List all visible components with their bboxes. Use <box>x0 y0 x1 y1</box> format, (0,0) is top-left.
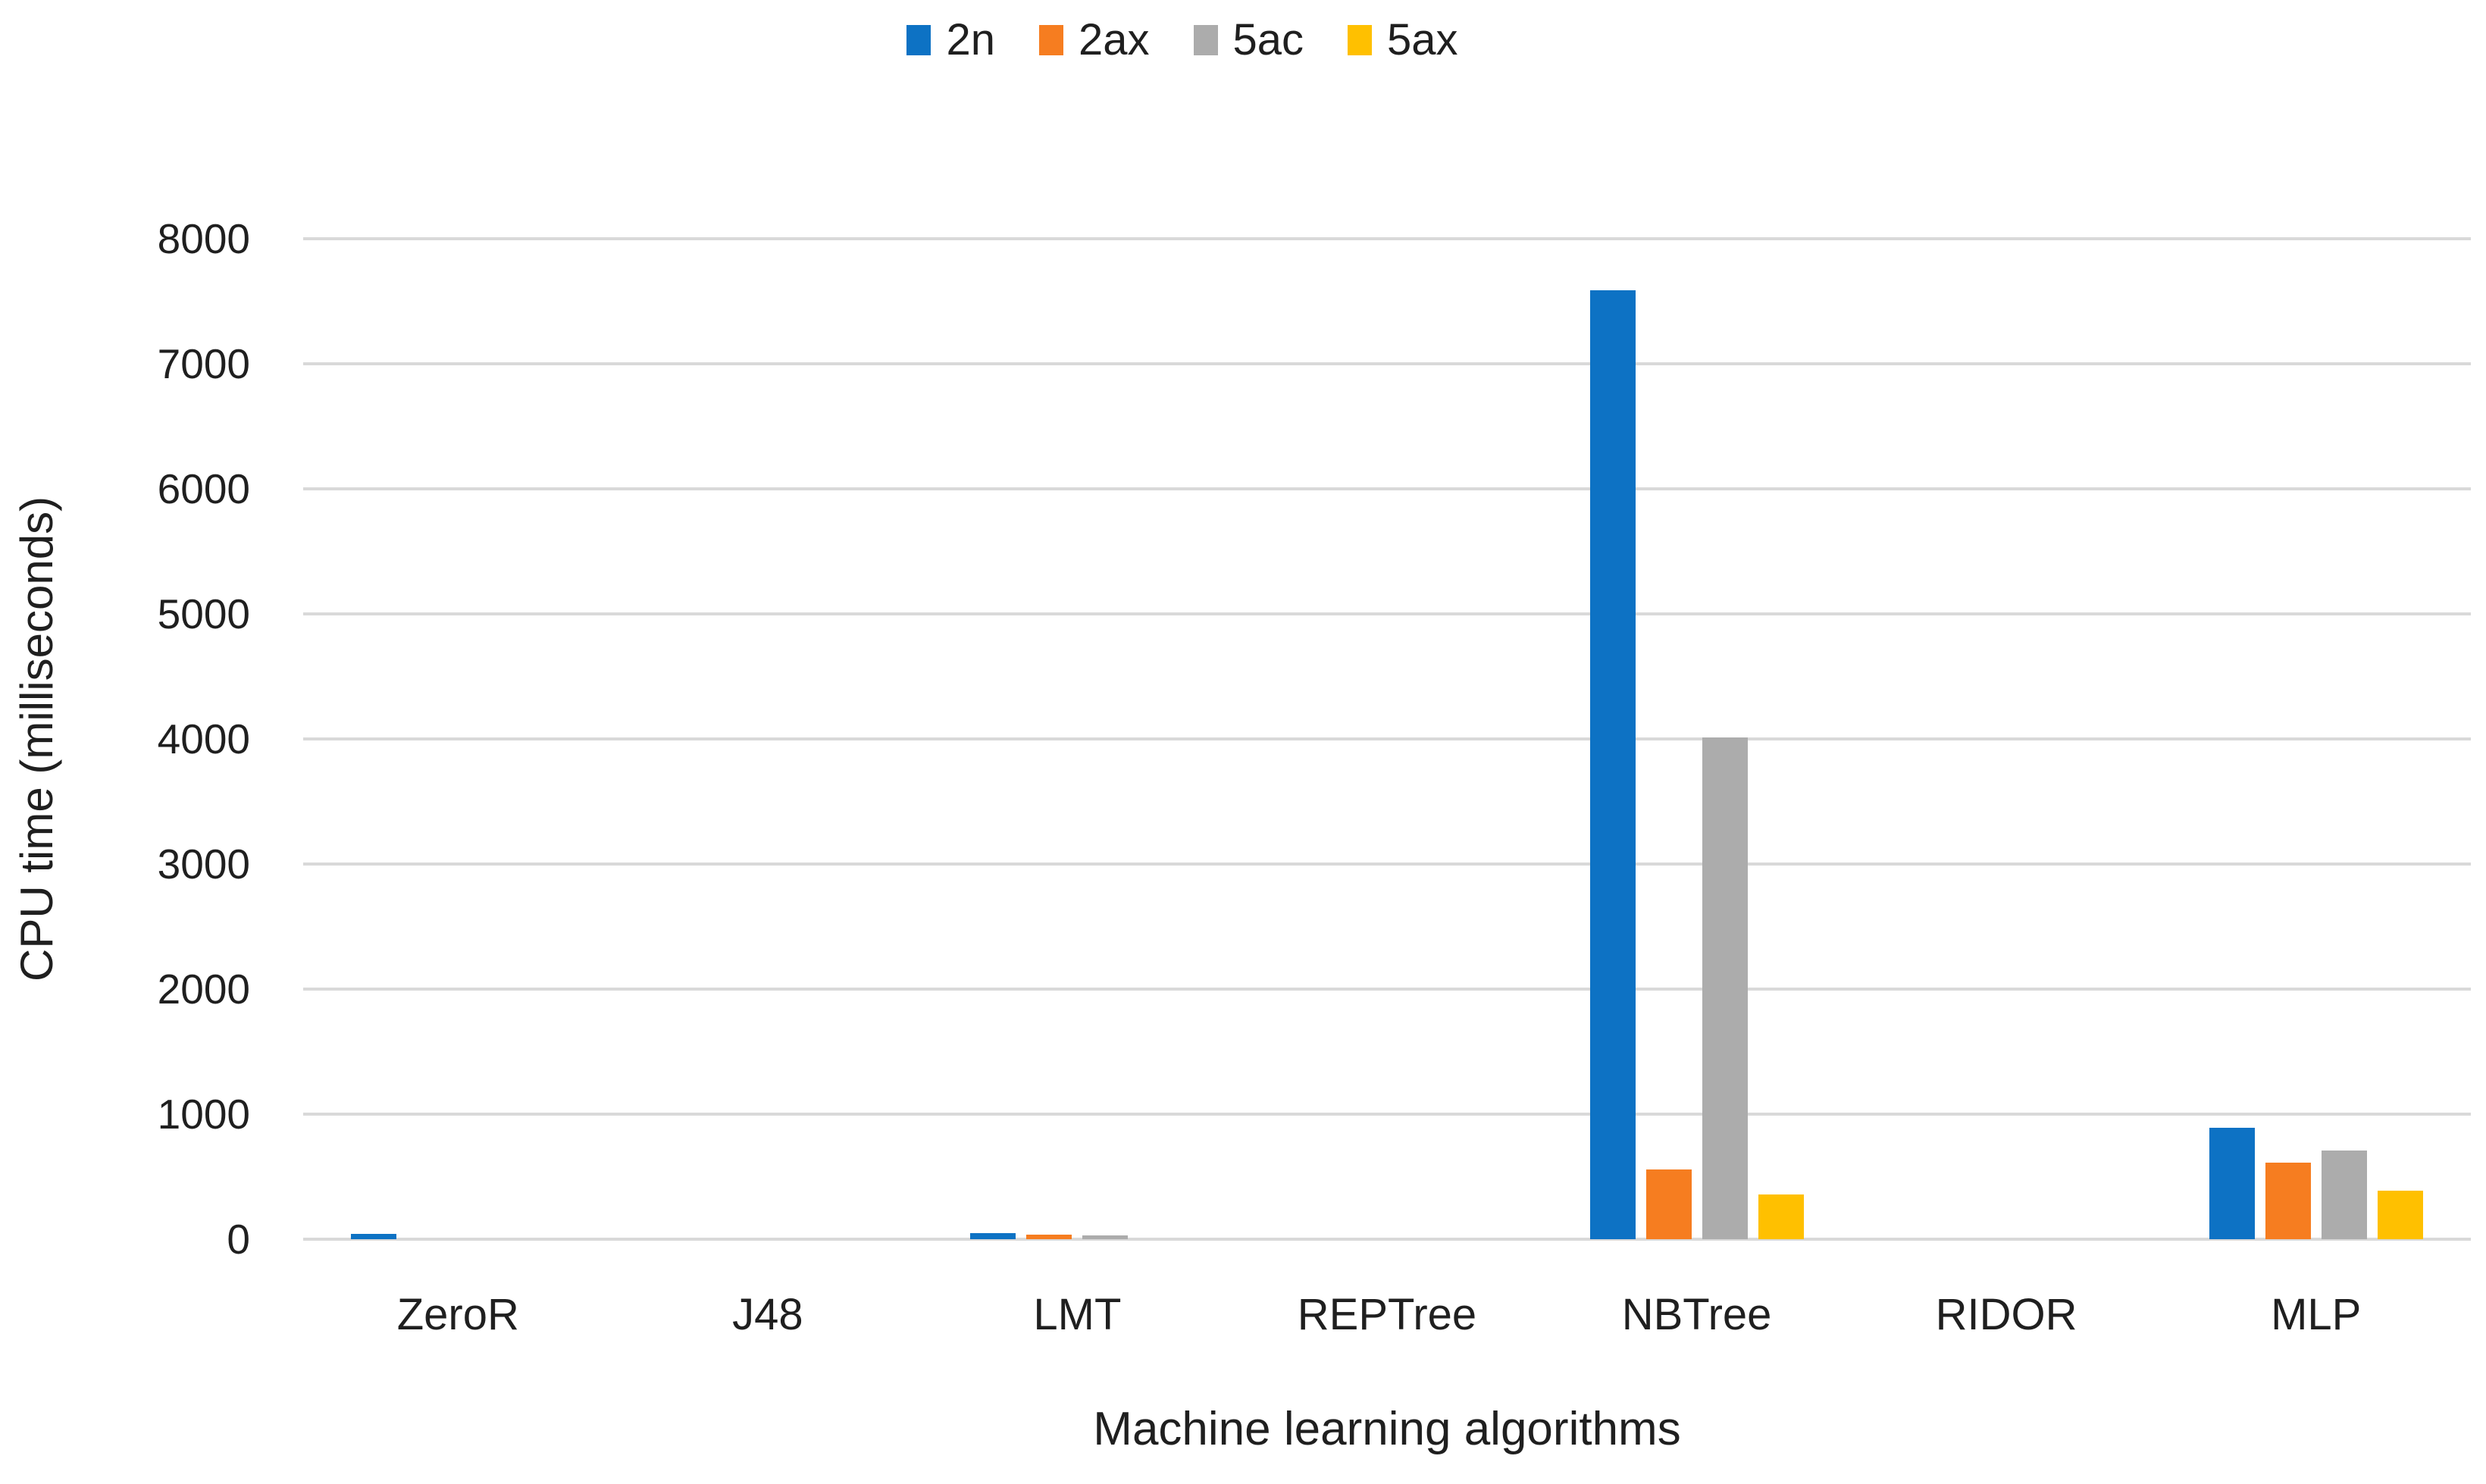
legend-label: 2n <box>946 15 995 64</box>
x-label-zeror: ZeroR <box>396 1290 519 1339</box>
legend-item-2ax: 2ax <box>1038 15 1150 64</box>
x-label-reptree: REPTree <box>1297 1290 1477 1339</box>
bar-5ax-nbtree <box>1758 1194 1804 1239</box>
bar-group-j48 <box>613 239 923 1239</box>
legend: 2n 2ax 5ac 5ax <box>0 18 2365 62</box>
legend-item-5ac: 5ac <box>1193 15 1304 64</box>
y-tick-label-8000: 8000 <box>157 215 250 262</box>
legend-swatch-icon <box>1193 25 1218 55</box>
gridline-3000 <box>303 863 2471 866</box>
bar-2ax-lmt <box>1026 1235 1072 1239</box>
legend-item-2n: 2n <box>906 18 995 62</box>
y-tick-label-5000: 5000 <box>157 590 250 637</box>
legend-swatch-icon <box>1348 25 1373 55</box>
bar-2ax-nbtree <box>1645 1169 1692 1239</box>
bar-2n-zeror <box>351 1234 397 1239</box>
gridline-7000 <box>303 362 2471 365</box>
bar-group-reptree <box>1232 239 1542 1239</box>
legend-swatch-icon <box>1038 25 1063 55</box>
bar-group-zeror <box>303 239 613 1239</box>
x-label-lmt: LMT <box>1033 1290 1122 1339</box>
legend-label: 2ax <box>1078 15 1150 64</box>
y-tick-label-1000: 1000 <box>157 1091 250 1138</box>
x-label-nbtree: NBTree <box>1621 1290 1772 1339</box>
plot-area <box>303 237 2471 1241</box>
gridline-2000 <box>303 988 2471 991</box>
gridline-8000 <box>303 237 2471 240</box>
bar-group-lmt <box>922 239 1232 1239</box>
y-tick-label-7000: 7000 <box>157 340 250 387</box>
legend-label: 5ac <box>1232 15 1304 64</box>
bar-2n-nbtree <box>1589 290 1636 1239</box>
bar-2n-mlp <box>2209 1128 2255 1239</box>
bar-5ac-nbtree <box>1702 737 1748 1239</box>
y-tick-label-0: 0 <box>227 1216 250 1263</box>
bar-5ac-lmt <box>1082 1235 1129 1239</box>
bar-group-ridor <box>1852 239 2162 1239</box>
bar-5ac-mlp <box>2321 1151 2367 1239</box>
x-axis-labels: ZeroR J48 LMT REPTree NBTree RIDOR MLP <box>303 1288 2471 1349</box>
bar-5ax-mlp <box>2377 1191 2423 1239</box>
bar-2ax-mlp <box>2265 1163 2311 1239</box>
y-tick-label-4000: 4000 <box>157 715 250 762</box>
bar-group-nbtree <box>1542 239 1852 1239</box>
y-axis-ticks: 0 1000 2000 3000 4000 5000 6000 7000 8000 <box>0 218 250 1260</box>
x-label-j48: J48 <box>732 1290 803 1339</box>
y-tick-label-3000: 3000 <box>157 841 250 888</box>
bar-group-mlp <box>2161 239 2471 1239</box>
legend-label: 5ax <box>1387 15 1458 64</box>
gridline-0 <box>303 1238 2471 1241</box>
gridline-5000 <box>303 612 2471 615</box>
x-label-ridor: RIDOR <box>1935 1290 2077 1339</box>
gridline-4000 <box>303 737 2471 740</box>
bar-2n-lmt <box>970 1233 1016 1239</box>
legend-swatch-icon <box>906 25 931 55</box>
y-tick-label-6000: 6000 <box>157 465 250 512</box>
x-label-mlp: MLP <box>2271 1290 2362 1339</box>
x-axis-title: Machine learning algorithms <box>1093 1403 1681 1455</box>
y-tick-label-2000: 2000 <box>157 966 250 1013</box>
gridline-6000 <box>303 487 2471 490</box>
gridline-1000 <box>303 1113 2471 1116</box>
legend-item-5ax: 5ax <box>1348 18 1458 62</box>
